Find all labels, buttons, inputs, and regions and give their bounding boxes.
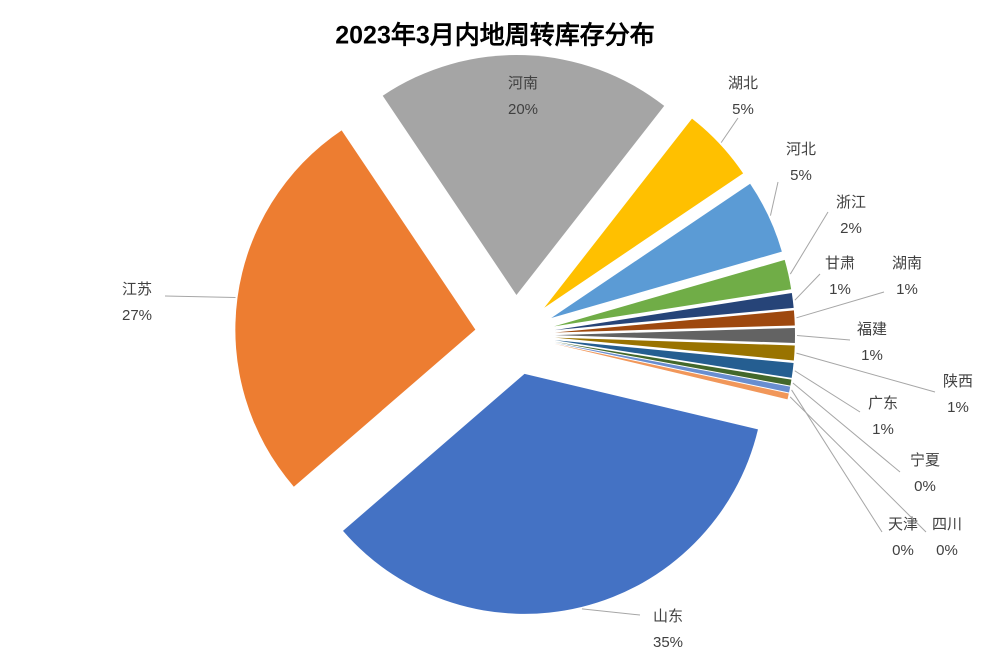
- chart-title: 2023年3月内地周转库存分布: [335, 21, 655, 50]
- data-label-name: 河南: [508, 75, 538, 92]
- pie-slice: [554, 292, 794, 331]
- data-label-name: 甘肃: [825, 255, 855, 272]
- leader-line: [796, 352, 936, 393]
- data-label-value: 20%: [508, 101, 538, 118]
- pie-slice: [554, 259, 792, 327]
- data-label-value: 0%: [936, 542, 958, 559]
- data-label-name: 山东: [653, 608, 683, 625]
- data-label-name: 河北: [786, 141, 816, 158]
- data-label-name: 天津: [888, 516, 918, 533]
- data-label-name: 四川: [932, 516, 962, 533]
- data-label-value: 2%: [840, 220, 862, 237]
- pie-slice: [554, 310, 795, 333]
- leader-line: [789, 211, 829, 275]
- leader-line: [796, 334, 851, 341]
- pie-slice: [554, 337, 795, 361]
- leader-line: [794, 370, 861, 413]
- data-label-value: 1%: [872, 421, 894, 438]
- data-label-name: 湖北: [728, 75, 758, 92]
- data-label-value: 1%: [947, 399, 969, 416]
- pie-slice: [554, 327, 795, 343]
- data-label-value: 1%: [861, 347, 883, 364]
- leader-line: [720, 117, 739, 143]
- data-label-value: 5%: [790, 167, 812, 184]
- pie-slice: [235, 130, 476, 487]
- data-label-name: 浙江: [836, 194, 866, 211]
- data-label-name: 陕西: [943, 373, 973, 390]
- data-label-value: 27%: [122, 307, 152, 324]
- pie-slice: [342, 373, 758, 614]
- leader-line: [581, 608, 641, 616]
- pie-slice: [554, 342, 791, 393]
- leader-line: [789, 396, 927, 533]
- leader-line: [794, 273, 821, 301]
- pie-slice: [554, 343, 789, 400]
- data-label-name: 福建: [857, 321, 887, 338]
- data-label-name: 广东: [868, 395, 898, 412]
- pie-slice: [554, 341, 792, 386]
- leader-line: [769, 181, 779, 216]
- pie-slice: [554, 340, 794, 378]
- pie-slice: [551, 183, 782, 319]
- data-label-value: 1%: [896, 281, 918, 298]
- data-label-name: 江苏: [122, 281, 152, 298]
- data-label-name: 湖南: [892, 255, 922, 272]
- data-label-value: 5%: [732, 101, 754, 118]
- data-label-value: 0%: [892, 542, 914, 559]
- pie-slice: [382, 55, 665, 296]
- data-label-name: 宁夏: [910, 452, 940, 469]
- pie-slice: [544, 118, 744, 308]
- leader-line: [164, 295, 236, 299]
- data-label-value: 0%: [914, 478, 936, 495]
- data-label-value: 35%: [653, 634, 683, 651]
- leader-line: [796, 291, 885, 319]
- data-label-value: 1%: [829, 281, 851, 298]
- leader-line: [792, 382, 901, 473]
